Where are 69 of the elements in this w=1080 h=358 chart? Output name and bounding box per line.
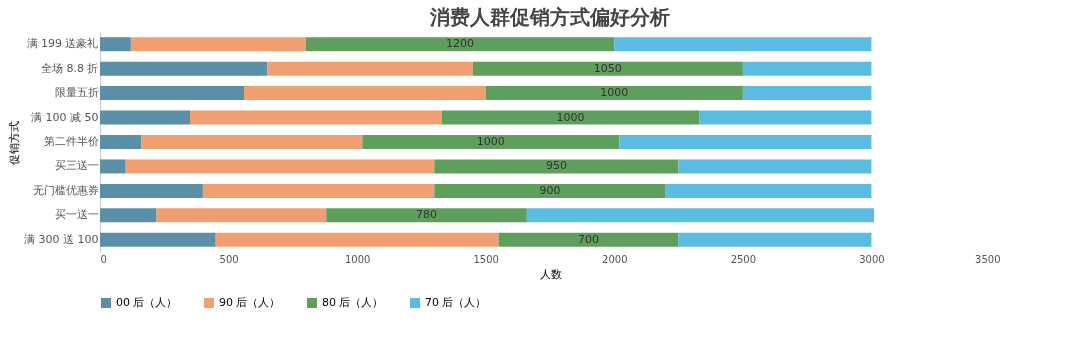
bar: [619, 135, 872, 149]
y-tick-label: 无门槛优惠券: [32, 183, 99, 197]
bar: [141, 135, 363, 149]
y-tick-label: 满 300 送 100: [24, 232, 99, 246]
bar: [665, 183, 872, 198]
data-label: 700: [578, 232, 600, 246]
bar: [244, 86, 486, 101]
bar: [614, 37, 872, 52]
x-tick-label: 3500: [975, 253, 1001, 265]
bar: [434, 183, 666, 198]
bar: [130, 37, 306, 52]
bar: [100, 86, 244, 101]
legend-label: 70 后（人）: [425, 296, 487, 309]
y-tick-label: 满 199 送豪礼: [26, 37, 99, 51]
bar: [678, 232, 872, 247]
bar: [526, 208, 874, 223]
y-tick-label: 全场 8.8 折: [41, 61, 99, 75]
x-axis-title: 人数: [539, 267, 562, 281]
x-tick-label: 3000: [859, 253, 885, 265]
bar: [100, 232, 216, 247]
bar: [742, 61, 872, 76]
y-tick-label: 买一送一: [54, 208, 99, 222]
bar: [485, 86, 743, 101]
data-label: 1200: [446, 37, 474, 51]
data-label: 950: [545, 159, 567, 173]
x-tick-label: 2500: [730, 253, 757, 265]
bar: [100, 208, 157, 223]
chart-title: 消费人群促销方式偏好分析: [429, 5, 670, 29]
bar: [498, 232, 679, 247]
bar: [100, 110, 190, 125]
bar: [100, 135, 142, 149]
bar: [362, 135, 620, 149]
bar: [742, 86, 872, 101]
bar: [100, 183, 203, 198]
data-label: 1050: [593, 61, 622, 75]
bar: [472, 61, 743, 76]
bar: [267, 61, 473, 76]
bar: [100, 61, 268, 76]
y-tick-label: 限量五折: [54, 86, 99, 100]
bar: [678, 159, 872, 174]
bar: [215, 232, 499, 247]
bar: [434, 159, 679, 174]
legend-label: 90 后（人）: [219, 296, 281, 309]
bar: [442, 110, 700, 125]
data-label: 1000: [600, 86, 629, 100]
y-tick-label: 买三送一: [54, 159, 99, 173]
bar: [326, 208, 527, 223]
data-label: 780: [416, 208, 438, 222]
data-label: 1000: [476, 135, 505, 148]
x-tick-label: 500: [219, 253, 239, 265]
y-axis-title: 促销方式: [8, 120, 22, 165]
legend-label: 80 后（人）: [322, 296, 384, 309]
y-tick-label: 满 100 减 50: [31, 110, 99, 124]
bar: [190, 110, 442, 125]
data-label: 1000: [556, 110, 585, 124]
y-tick-label: 第二件半价: [43, 135, 99, 148]
bar: [125, 159, 435, 174]
bar: [202, 183, 435, 198]
x-tick-label: 1500: [473, 253, 499, 265]
bar: [100, 159, 126, 174]
bar: [305, 37, 615, 52]
bar: [100, 37, 131, 52]
x-tick-label: 2000: [602, 253, 628, 265]
data-label: 900: [539, 183, 561, 197]
x-tick-label: 0: [100, 253, 107, 265]
bar: [699, 110, 872, 125]
x-tick-label: 1000: [344, 253, 371, 265]
bar: [156, 208, 327, 223]
legend-label: 00 后（人）: [116, 296, 178, 309]
